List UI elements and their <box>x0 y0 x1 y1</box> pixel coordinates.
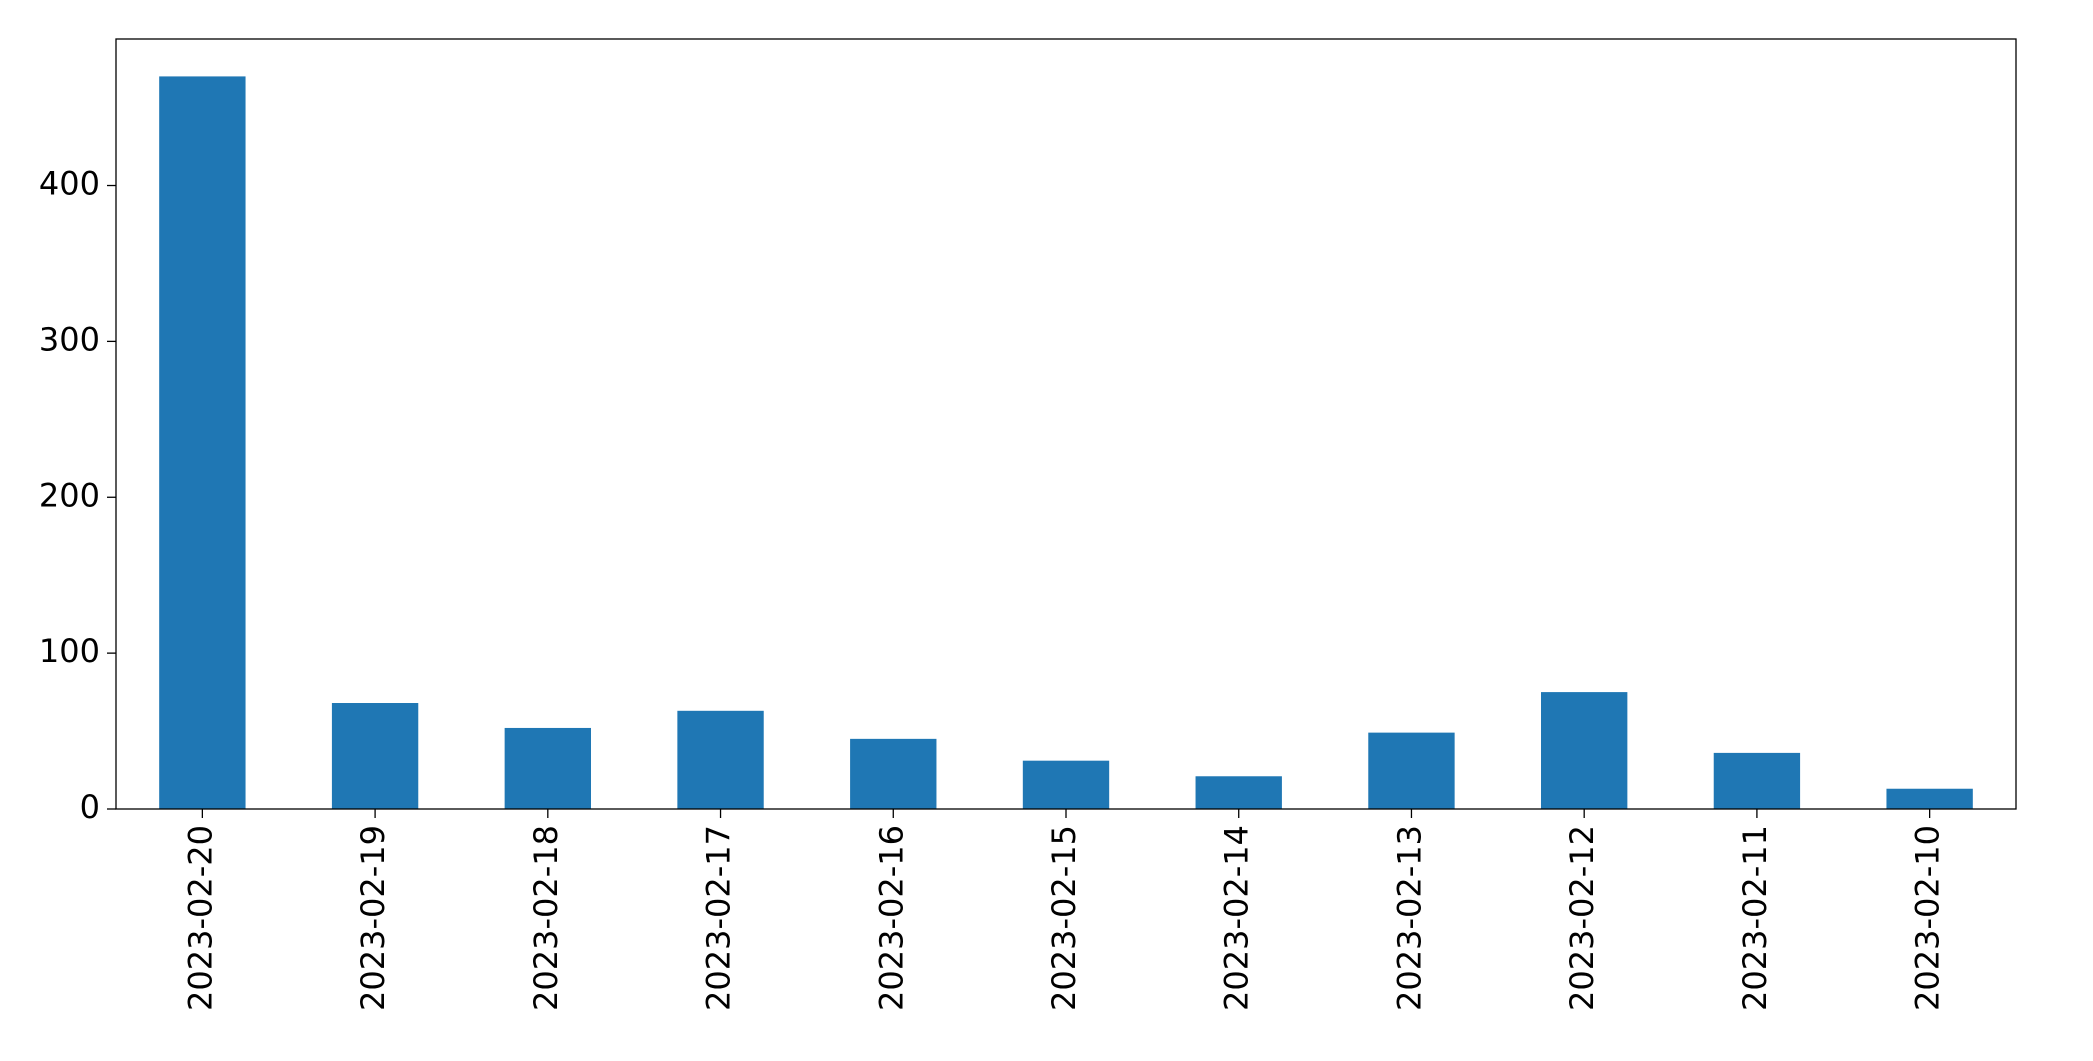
y-tick-label: 300 <box>39 320 100 358</box>
x-tick-label: 2023-02-15 <box>1045 825 1083 1011</box>
bar <box>504 727 591 809</box>
bar <box>1368 732 1455 809</box>
bar <box>159 76 246 809</box>
bar <box>1886 788 1973 809</box>
x-tick-label: 2023-02-10 <box>1909 825 1947 1011</box>
bar <box>1541 692 1628 809</box>
y-tick-label: 0 <box>80 788 100 826</box>
plot-frame <box>115 38 2017 810</box>
y-tick-label: 100 <box>39 632 100 670</box>
x-tick-label: 2023-02-20 <box>181 825 219 1011</box>
bar <box>1713 752 1801 809</box>
x-tick-label: 2023-02-13 <box>1390 825 1428 1011</box>
y-tick-label: 400 <box>39 165 100 203</box>
x-tick-label: 2023-02-18 <box>527 825 565 1011</box>
x-tick-label: 2023-02-16 <box>872 825 910 1011</box>
y-tick-label: 200 <box>39 476 100 514</box>
bar <box>1022 760 1110 809</box>
x-tick-label: 2023-02-11 <box>1736 825 1774 1011</box>
bar <box>331 703 419 809</box>
x-tick-label: 2023-02-14 <box>1218 825 1256 1011</box>
x-tick-label: 2023-02-12 <box>1563 825 1601 1011</box>
x-tick-label: 2023-02-19 <box>354 825 392 1011</box>
bar <box>850 738 937 809</box>
bar <box>1195 776 1282 809</box>
bar <box>677 710 764 809</box>
x-tick-label: 2023-02-17 <box>700 825 738 1011</box>
